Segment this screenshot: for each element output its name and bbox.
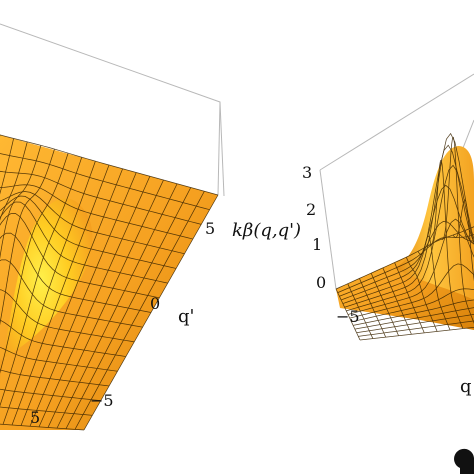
left-mesh-line-u	[0, 141, 28, 221]
right-surface-peak	[395, 146, 474, 300]
right-mesh-line-v	[342, 144, 474, 304]
left-mesh-line-v	[0, 201, 168, 284]
right-mesh-line-v	[349, 263, 474, 319]
right-mesh-line-v	[356, 313, 474, 334]
left-mesh-line-v	[0, 369, 110, 387]
left-mesh-line-v	[0, 213, 160, 299]
left-mesh-line-v	[0, 170, 202, 225]
left-tick-yneg5: −5	[90, 391, 114, 410]
left-axis-label-qprime: q'	[178, 306, 194, 327]
right-mesh-line-v	[353, 299, 474, 326]
right-mesh-line-v	[358, 320, 474, 337]
left-mesh-line-v	[0, 423, 85, 431]
left-mesh-line-v	[0, 259, 143, 328]
left-tick-y5: 5	[205, 219, 215, 238]
right-mesh-line-v	[335, 226, 474, 290]
left-mesh-line-v	[0, 184, 193, 240]
left-mesh-line-v	[0, 153, 210, 211]
left-mesh-line-v	[0, 406, 93, 416]
right-mesh-line-v	[344, 132, 474, 308]
right-tick-xneg5: −5	[336, 307, 360, 326]
partial-label-glyph	[454, 448, 474, 474]
left-surface-peak	[0, 198, 93, 380]
left-mesh	[0, 134, 219, 431]
left-surface-plot: 5 −5 0 5 q'	[0, 23, 225, 431]
left-mesh-line-u	[0, 138, 14, 195]
right-mesh-line-v	[346, 164, 474, 312]
left-mesh-line-v	[0, 195, 177, 269]
left-mesh-line-v	[0, 191, 185, 255]
left-mesh-line-v	[0, 319, 126, 357]
right-axis-label-q: q	[460, 376, 472, 397]
right-axis-zlabel: kβ(q,q')	[232, 220, 301, 241]
right-ztick-2: 2	[306, 200, 316, 219]
right-mesh-line-u	[441, 136, 474, 324]
left-tick-x5: 5	[30, 408, 40, 427]
right-mesh-line-v	[351, 288, 474, 323]
right-mesh	[335, 132, 474, 341]
right-mesh-line-v	[359, 326, 474, 341]
right-ztick-1: 1	[312, 235, 322, 254]
left-mesh-line-v	[0, 232, 152, 313]
right-mesh-line-v	[354, 307, 474, 330]
left-mesh-line-v	[0, 134, 219, 196]
right-mesh-line-v	[337, 234, 474, 293]
right-ztick-0: 0	[316, 273, 326, 292]
left-mesh-line-v	[0, 388, 101, 401]
right-surface-plot: 3 2 1 0 kβ(q,q') −5 q	[232, 73, 474, 474]
right-mesh-line-v	[347, 218, 474, 315]
right-ztick-3: 3	[302, 163, 312, 182]
left-mesh-line-v	[0, 289, 135, 343]
left-tick-y0: 0	[150, 294, 160, 313]
left-mesh-line-v	[0, 346, 118, 372]
